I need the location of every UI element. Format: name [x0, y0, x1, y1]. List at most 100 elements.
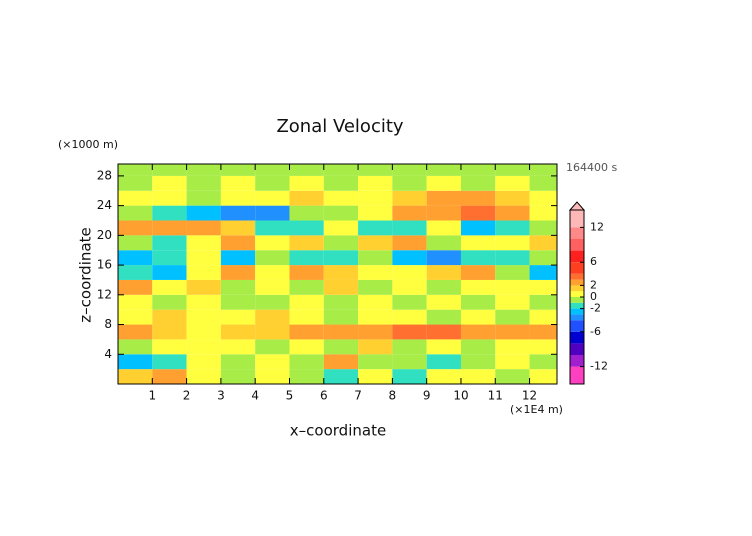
field-cell: [186, 220, 221, 236]
colorbar-swatch: [570, 355, 584, 367]
field-cell: [186, 164, 221, 176]
field-cell: [220, 190, 256, 206]
colorbar-swatch: [570, 302, 584, 309]
field-cell: [323, 279, 359, 295]
field-cell: [392, 309, 427, 325]
field-cell: [289, 354, 324, 370]
colorbar-swatch: [570, 262, 584, 274]
x-tick-label: 5: [286, 389, 294, 403]
x-tick-label: 4: [251, 389, 259, 403]
field-cell: [495, 294, 530, 310]
field-cell: [495, 235, 530, 251]
field-cell: [255, 250, 290, 266]
field-cell: [495, 354, 530, 370]
field-cell: [118, 205, 153, 221]
field-cell: [323, 235, 359, 251]
field-cell: [118, 175, 153, 191]
field-cell: [392, 354, 427, 370]
colorbar-swatch: [570, 285, 584, 292]
y-tick-label: 20: [97, 228, 112, 242]
colorbar-tick-label: 6: [590, 255, 597, 268]
colorbar-swatch: [570, 331, 584, 344]
field-cell: [118, 220, 153, 236]
field-cell: [323, 250, 359, 266]
field-cell: [358, 220, 393, 236]
x-tick-label: 10: [453, 389, 468, 403]
field-cell: [426, 354, 461, 370]
time-label: 164400 s: [566, 161, 617, 174]
field-cell: [460, 324, 496, 340]
field-cell: [255, 190, 290, 206]
colorbar-tick-label: -2: [590, 302, 601, 315]
field-cell: [255, 235, 290, 251]
x-tick-label: 2: [183, 389, 191, 403]
field-cell: [186, 369, 221, 384]
field-cell: [358, 250, 393, 266]
chart-title: Zonal Velocity: [276, 116, 403, 137]
field-cell: [289, 175, 324, 191]
field-cell: [358, 164, 393, 176]
field-cell: [289, 309, 324, 325]
field-cell: [426, 369, 461, 384]
field-cell: [152, 354, 187, 370]
x-tick-label: 8: [389, 389, 397, 403]
x-tick-label: 11: [488, 389, 503, 403]
field-cell: [186, 324, 221, 340]
field-cell: [460, 294, 496, 310]
field-cell: [289, 220, 324, 236]
colorbar-swatch: [570, 227, 584, 239]
field-cell: [460, 309, 496, 325]
field-cell: [323, 339, 359, 355]
field-cell: [152, 190, 187, 206]
field-cell: [392, 324, 427, 340]
field-cell: [152, 205, 187, 221]
field-cell: [529, 339, 557, 355]
colorbar-swatch: [570, 314, 584, 321]
y-tick-label: 24: [97, 198, 112, 212]
x-tick-label: 6: [320, 389, 328, 403]
field-cell: [118, 294, 153, 310]
field-cell: [529, 175, 557, 191]
field-cell: [460, 279, 496, 295]
field-cell: [255, 324, 290, 340]
field-cell: [495, 205, 530, 221]
field-cell: [118, 265, 153, 280]
field-cell: [220, 250, 256, 266]
field-cell: [495, 339, 530, 355]
field-cell: [323, 324, 359, 340]
field-cell: [186, 175, 221, 191]
field-cell: [152, 339, 187, 355]
field-cell: [495, 164, 530, 176]
field-cell: [255, 265, 290, 280]
field-cell: [220, 235, 256, 251]
field-cell: [186, 339, 221, 355]
y-axis-label: z–coordinate: [77, 227, 95, 322]
field-cell: [289, 279, 324, 295]
field-cell: [186, 279, 221, 295]
field-cell: [529, 220, 557, 236]
field-cell: [495, 190, 530, 206]
field-cell: [323, 205, 359, 221]
field-cell: [460, 265, 496, 280]
field-cell: [358, 279, 393, 295]
field-cell: [358, 354, 393, 370]
field-cell: [118, 279, 153, 295]
colorbar: -12 -6 -202 6 12: [568, 201, 608, 385]
field-cell: [495, 279, 530, 295]
field-cell: [358, 190, 393, 206]
field-cell: [323, 294, 359, 310]
field-cell: [152, 220, 187, 236]
field-cell: [186, 265, 221, 280]
colorbar-swatch: [570, 291, 584, 297]
field-cell: [255, 220, 290, 236]
field-cell: [220, 175, 256, 191]
x-tick-label: 3: [217, 389, 225, 403]
field-cell: [152, 164, 187, 176]
field-cell: [152, 235, 187, 251]
field-cell: [255, 175, 290, 191]
field: [118, 164, 557, 384]
field-cell: [255, 339, 290, 355]
field-cell: [220, 324, 256, 340]
field-cell: [460, 164, 496, 176]
field-cell: [392, 235, 427, 251]
